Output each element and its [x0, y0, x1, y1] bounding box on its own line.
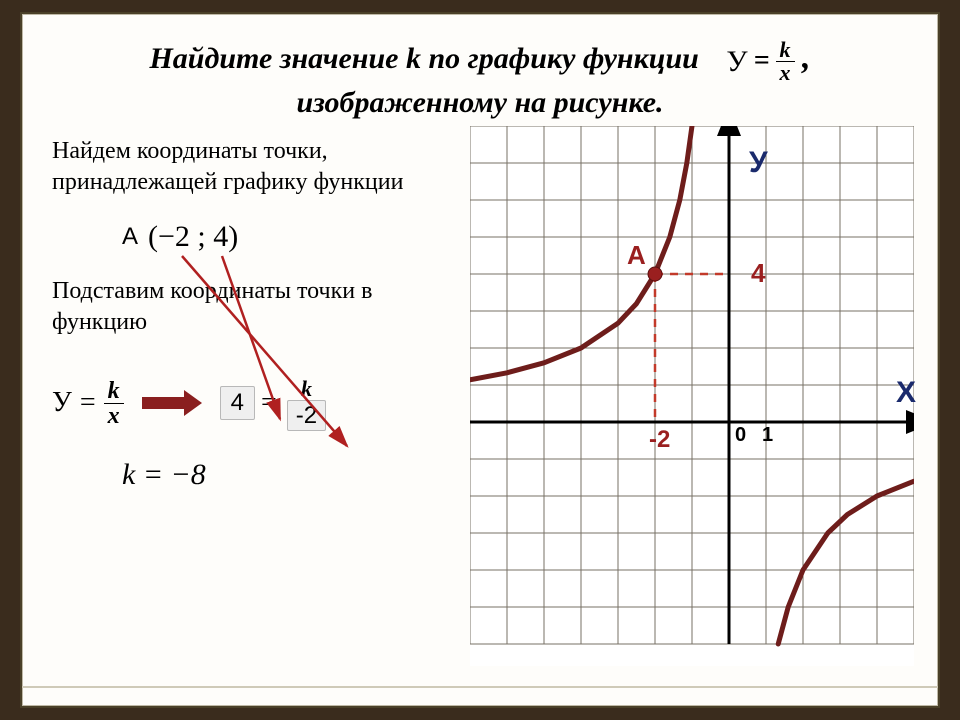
- eq-fraction: k x: [776, 39, 795, 84]
- subst-den: -2: [283, 401, 330, 428]
- subst-box-neg2: -2: [287, 400, 326, 431]
- block-arrow-icon: [142, 394, 202, 412]
- title-text-1: Найдите значение k по графику функции: [149, 42, 698, 75]
- frac-num: k: [776, 39, 795, 62]
- axis-label-x: Х: [896, 376, 916, 410]
- graph-svg: [470, 126, 914, 666]
- content-area: Найдем координаты точки, принадлежащей г…: [22, 126, 938, 686]
- point-label: А: [122, 223, 138, 251]
- title-block: Найдите значение k по графику функции У …: [22, 14, 938, 126]
- subst-fraction: k -2: [283, 378, 330, 428]
- slide-frame: Найдите значение k по графику функции У …: [20, 12, 940, 708]
- arrow-head: [184, 390, 202, 416]
- subst-equals: =: [261, 387, 277, 419]
- point-coords: А (−2 ; 4): [122, 220, 472, 254]
- equation-line: У = k x 4 = k: [52, 378, 472, 428]
- eq2-equals: =: [80, 387, 96, 419]
- tick-one: 1: [762, 424, 773, 447]
- tick-neg2: -2: [649, 426, 670, 454]
- tick-four: 4: [751, 258, 765, 289]
- title-line-1: Найдите значение k по графику функции У …: [62, 36, 898, 84]
- arrow-shaft: [142, 397, 186, 409]
- point-value: (−2 ; 4): [148, 220, 238, 254]
- title-equation: У = k x: [726, 39, 794, 84]
- eq-left: У = k x: [52, 379, 124, 428]
- graph-panel: У Х 01 4 -2 А: [470, 126, 914, 666]
- thin-arrows-overlay: [52, 136, 472, 556]
- subst-num: k: [295, 378, 318, 401]
- point-label-a: А: [627, 240, 646, 271]
- eq-equals: =: [754, 43, 770, 79]
- left-column: Найдем координаты точки, принадлежащей г…: [52, 136, 472, 493]
- title-line-2: изображенному на рисунке.: [62, 86, 898, 120]
- substitution: 4 = k -2: [220, 378, 331, 428]
- subst-box-4: 4: [220, 386, 255, 420]
- paragraph-1: Найдем координаты точки, принадлежащей г…: [52, 136, 472, 198]
- eq2-den: x: [104, 404, 124, 428]
- axis-label-y: У: [749, 146, 768, 180]
- eq2-fraction: k x: [104, 379, 124, 428]
- frac-den: x: [776, 62, 795, 84]
- result: k = −8: [122, 458, 472, 492]
- eq2-num: k: [104, 379, 124, 404]
- eq2-y: У: [52, 387, 72, 419]
- paragraph-2: Подставим координаты точки в функцию: [52, 276, 472, 338]
- eq-y: У: [726, 42, 747, 81]
- tick-zero: 0: [735, 424, 746, 447]
- title-comma: ,: [802, 39, 811, 76]
